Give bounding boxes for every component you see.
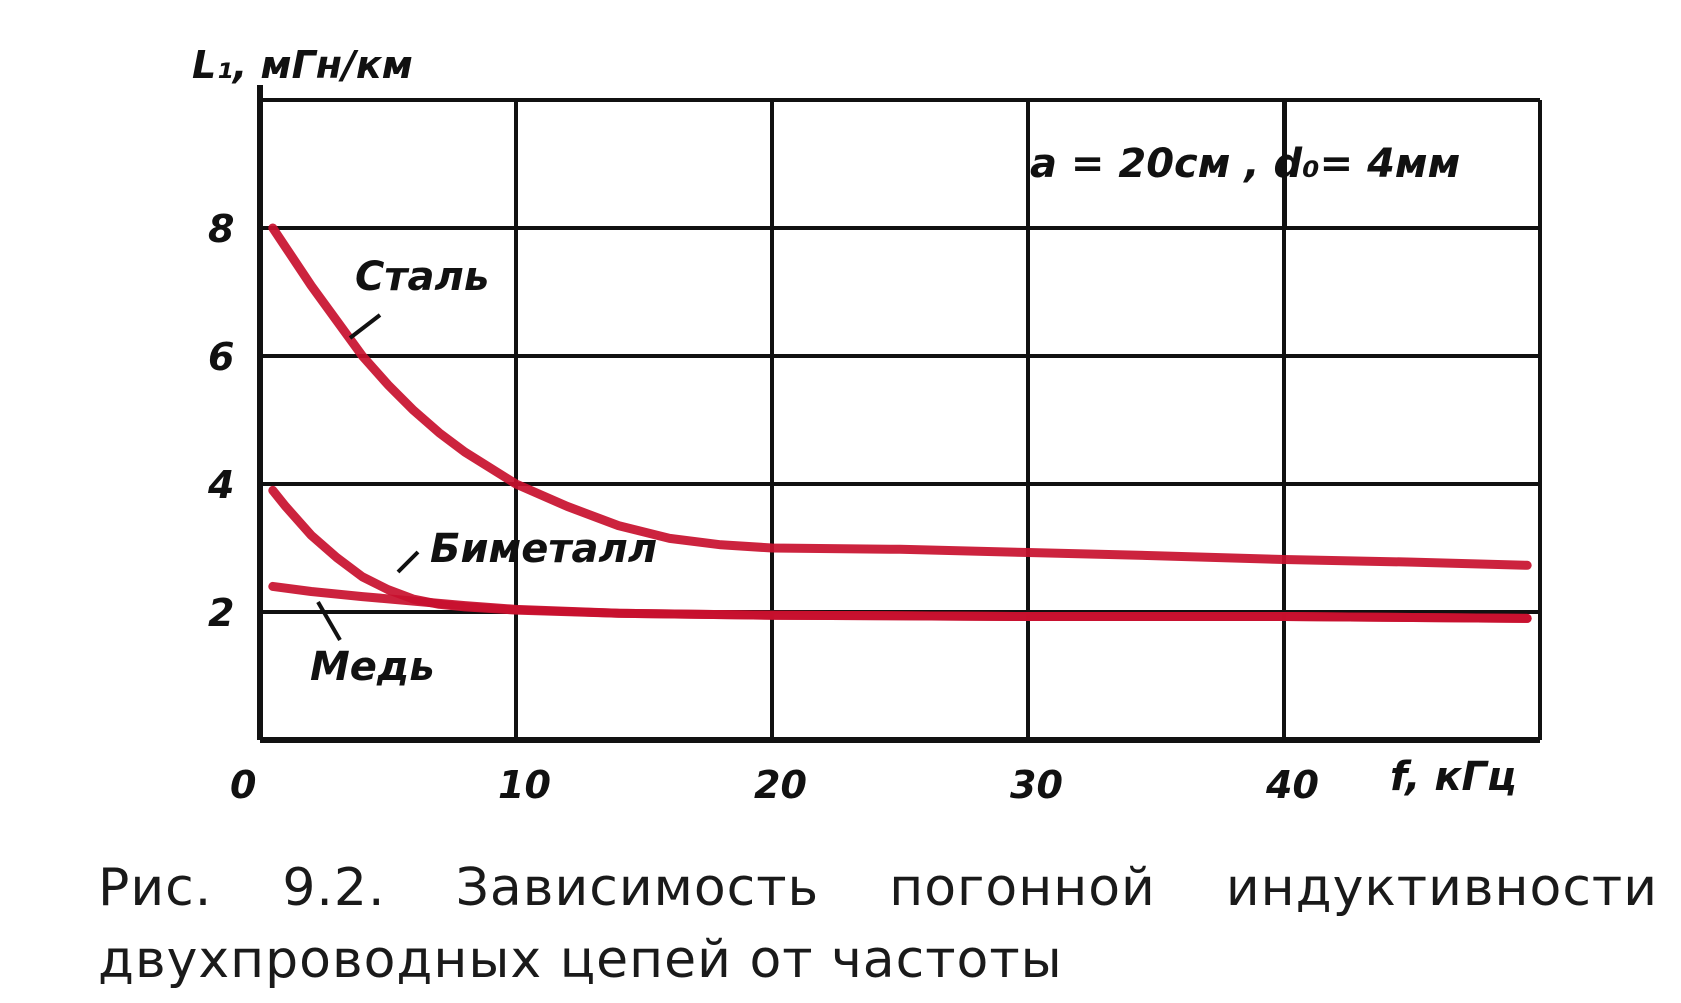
series-line-1 — [268, 223, 1532, 570]
series-label-leader — [348, 313, 382, 340]
y-tick-label: 8 — [208, 207, 234, 251]
series-label-3: Медь — [310, 644, 435, 690]
x-tick-label: 40 — [1265, 763, 1319, 807]
chart-series-labels: Сталь Биметалл Медь — [310, 254, 657, 690]
chart-tick-labels: 0 10 20 30 40 2 4 6 8 — [207, 207, 1319, 807]
y-tick-label: 2 — [208, 591, 234, 635]
series-label-1: Сталь — [355, 254, 489, 300]
y-tick-label: 6 — [208, 335, 234, 379]
figure-caption-line-2: двухпроводных цепей от частоты — [98, 930, 1063, 990]
series-line-3 — [268, 581, 1532, 623]
y-tick-label: 4 — [207, 463, 234, 507]
x-tick-label: 10 — [498, 763, 551, 807]
x-tick-label: 20 — [754, 763, 807, 807]
parameter-annotation: a = 20см , d₀= 4мм — [1030, 141, 1460, 187]
y-axis-label: L₁, мГн/км — [192, 43, 413, 87]
chart-series — [268, 223, 1532, 623]
chart-grid — [260, 98, 1542, 740]
series-label-2: Биметалл — [430, 526, 657, 572]
inductance-chart: 0 10 20 30 40 2 4 6 8 Сталь Биметалл Медь L₁, мГн/… — [192, 43, 1542, 807]
x-tick-label: 0 — [230, 763, 256, 807]
x-axis-label: f, кГц — [1390, 754, 1517, 800]
series-label-leader — [396, 550, 420, 574]
x-tick-label: 30 — [1010, 763, 1063, 807]
figure-caption-line-1: Рис. 9.2. Зависимость погонной индуктивн… — [98, 858, 1658, 918]
series-label-leader — [316, 600, 342, 642]
chart-axes — [257, 85, 1540, 743]
